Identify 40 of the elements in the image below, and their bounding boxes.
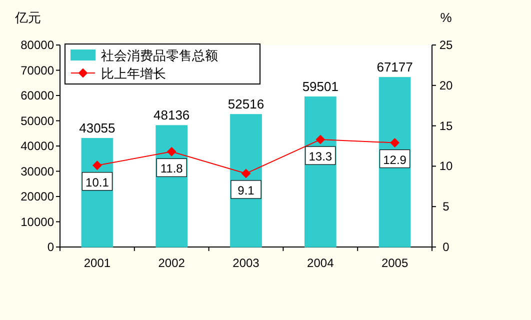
- data-label: 11.8: [160, 162, 184, 176]
- bar: [378, 77, 411, 248]
- y-tick-label: 10000: [20, 214, 54, 229]
- x-tick-label: 2003: [232, 256, 260, 270]
- y-tick-label: 0: [47, 240, 54, 254]
- point: [92, 160, 102, 170]
- point: [167, 147, 176, 156]
- y2-tick-label: 15: [439, 118, 453, 133]
- x-tick-label: 2001: [84, 256, 111, 270]
- y2-tick-label: 10: [439, 159, 453, 174]
- y-tick-label: 70000: [20, 63, 54, 78]
- y-tick-label: 40000: [20, 139, 54, 153]
- x-tick-label: 2004: [307, 256, 334, 270]
- data-label: 52516: [228, 96, 264, 112]
- data-label: 59501: [302, 78, 338, 94]
- y2-tick-label: 5: [442, 200, 450, 214]
- y-tick-label: 50000: [20, 114, 54, 128]
- data-label: 9.1: [238, 183, 255, 198]
- x-tick-label: 2005: [381, 256, 408, 270]
- y-tick-label: 60000: [20, 88, 54, 102]
- y2-tick-label: 20: [439, 78, 453, 92]
- point: [390, 138, 400, 148]
- y-tick-label: 30000: [20, 164, 54, 178]
- legend-label: 社会消费品零售总额: [101, 48, 218, 63]
- data-label: 67177: [376, 59, 413, 74]
- y-tick-label: 80000: [20, 38, 54, 52]
- point: [242, 168, 250, 178]
- data-label: 43055: [79, 120, 116, 136]
- y-axis-title: 亿元: [14, 10, 41, 25]
- data-label: 48136: [154, 107, 190, 122]
- y-tick-label: 20000: [20, 190, 54, 204]
- y2-tick-label: 25: [439, 38, 453, 52]
- point: [316, 135, 325, 144]
- data-label: 12.9: [383, 152, 407, 167]
- y2-axis-title: %: [440, 10, 452, 25]
- data-label: 13.3: [308, 150, 332, 164]
- y2-tick-label: 0: [442, 240, 450, 254]
- legend-label: 比上年增长: [101, 66, 166, 81]
- data-label: 10.1: [86, 175, 110, 190]
- x-tick-label: 2002: [158, 256, 186, 270]
